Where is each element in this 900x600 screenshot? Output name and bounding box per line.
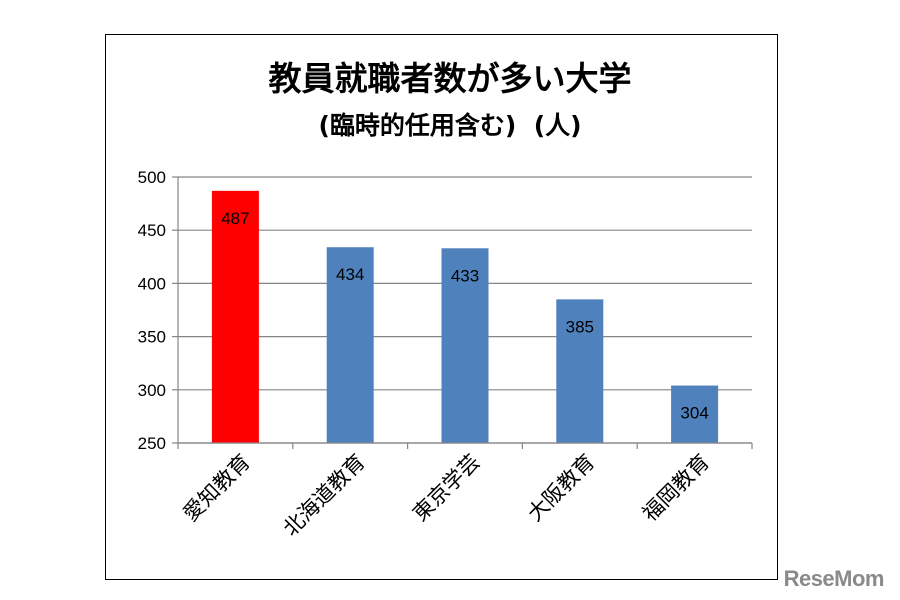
category-label: 北海道教育 xyxy=(279,450,370,541)
category-labels: 愛知教育 北海道教育 東京学芸 大阪教育 福岡教育 xyxy=(179,450,715,541)
category-label: 大阪教育 xyxy=(523,450,599,526)
data-label: 434 xyxy=(336,265,364,284)
y-tick-label: 300 xyxy=(138,381,166,400)
y-tick-label: 250 xyxy=(138,434,166,453)
data-labels: 487 434 433 385 304 xyxy=(221,209,709,423)
data-label: 487 xyxy=(221,209,249,228)
watermark-logo: ReseMom xyxy=(783,566,885,591)
category-label: 愛知教育 xyxy=(179,450,255,526)
y-axis-ticks: 250 300 350 400 450 500 xyxy=(138,168,178,453)
data-label: 304 xyxy=(680,404,708,423)
y-tick-label: 400 xyxy=(138,274,166,293)
y-tick-label: 500 xyxy=(138,168,166,187)
bars xyxy=(211,190,719,443)
data-label: 433 xyxy=(451,266,479,285)
y-tick-label: 450 xyxy=(138,221,166,240)
chart-title: 教員就職者数が多い大学 xyxy=(268,59,632,98)
bar xyxy=(326,247,374,443)
axes xyxy=(177,177,753,449)
data-label: 385 xyxy=(566,317,594,336)
category-label: 東京学芸 xyxy=(408,450,484,526)
bar xyxy=(441,248,489,443)
bar xyxy=(556,299,604,443)
bar xyxy=(211,190,259,443)
y-tick-label: 350 xyxy=(138,328,166,347)
bar xyxy=(671,385,719,443)
chart-subtitle: (臨時的任用含む) (人) xyxy=(318,111,582,140)
category-label: 福岡教育 xyxy=(638,450,714,526)
